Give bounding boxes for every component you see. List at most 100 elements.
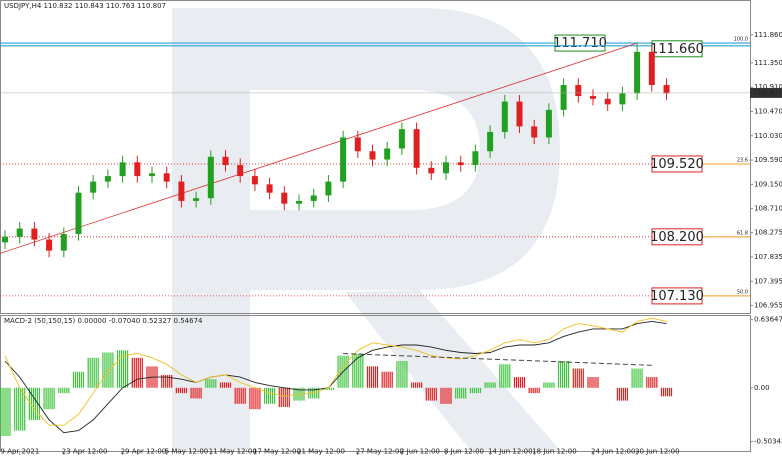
y-tick-label: 0.63647 [754, 316, 782, 324]
candle-body [560, 85, 567, 110]
candle-body [634, 51, 641, 94]
candle-body [251, 176, 258, 185]
candle-body [369, 151, 376, 160]
y-tick-label: 108.710 [754, 205, 782, 213]
fib-label: 61.8 [737, 230, 748, 236]
candle-body [604, 98, 611, 105]
x-tick-label: 11 May 12:00 [209, 448, 257, 456]
candle-body [310, 195, 317, 201]
watermark [172, 8, 560, 450]
candle-body [501, 101, 508, 132]
candle-body [457, 162, 464, 166]
x-tick-label: 19 Apr 2021 [0, 448, 39, 456]
candle-body [193, 198, 200, 201]
candle-body [207, 156, 214, 199]
last-price-box [750, 87, 782, 98]
macd-line [4, 320, 667, 434]
macd-line [4, 317, 667, 426]
candle-body [545, 109, 552, 138]
candle-body [178, 181, 185, 201]
level-label-box [651, 155, 703, 173]
candle-body [222, 156, 229, 166]
y-tick-label: 109.150 [754, 180, 782, 188]
level-label: 107.130 [650, 289, 704, 304]
y-tick-label: -0.50343 [754, 438, 782, 446]
candle-body [31, 228, 38, 240]
level-label: 108.200 [650, 230, 704, 245]
x-tick-label: 2 Jun 12:00 [400, 448, 440, 456]
x-tick-label: 18 Jun 12:00 [532, 448, 576, 456]
candle-body [428, 167, 435, 174]
candle-body [60, 234, 67, 251]
candle-body [663, 85, 670, 94]
candle-body [648, 51, 655, 86]
x-tick-label: 8 Jun 12:00 [444, 448, 484, 456]
candle-body [163, 173, 170, 182]
level-label-box [554, 34, 606, 52]
x-tick-label: 29 Apr 12:00 [121, 448, 167, 456]
y-tick-label: 107.395 [754, 277, 782, 285]
y-tick-label: 107.835 [754, 253, 782, 261]
x-tick-label: 14 Jun 12:00 [488, 448, 532, 456]
candle-body [443, 162, 449, 174]
candle-body [266, 184, 273, 193]
candle-body [516, 101, 523, 127]
candle-body [104, 176, 111, 182]
candle-body [90, 181, 97, 193]
candle-body [134, 162, 141, 177]
macd-title: MACD-2 (50,150,15) 0.00000 -0.07040 0.52… [4, 317, 203, 325]
candle-body [46, 239, 53, 251]
trendline [0, 42, 638, 254]
macd-panel [0, 315, 751, 452]
y-tick-label: 111.350 [754, 59, 782, 67]
x-tick-label: 21 May 12:00 [297, 448, 345, 456]
candle-body [149, 173, 155, 177]
x-tick-label: 23 Apr 12:00 [62, 448, 108, 456]
x-tick-label: 27 May 12:00 [356, 448, 404, 456]
candle-body [2, 236, 8, 243]
y-tick-label: 110.030 [754, 132, 782, 140]
y-tick-label: 111.860 [754, 31, 782, 39]
candle-body [340, 137, 347, 182]
candle-body [384, 148, 391, 160]
level-label: 109.520 [650, 157, 704, 172]
price-title: USDJPY,H4 110.832 110.843 110.763 110.80… [4, 2, 166, 10]
y-tick-label: 108.275 [754, 229, 782, 237]
fib-label: 23.6 [737, 157, 748, 163]
fib-label: 50.0 [737, 289, 748, 295]
y-tick-label: 106.955 [754, 302, 782, 310]
x-tick-label: 17 May 12:00 [253, 448, 301, 456]
watermark-leg [345, 290, 560, 450]
last-price-label: 110.807 [753, 89, 782, 97]
x-tick-label: 24 Jun 12:00 [591, 448, 635, 456]
candle-body [354, 137, 361, 152]
level-label: 111.660 [650, 42, 704, 57]
y-tick-label: 109.590 [754, 156, 782, 164]
candle-body [16, 228, 23, 237]
y-tick-label: 0.00 [754, 384, 770, 392]
candle-body [472, 151, 479, 166]
candle-body [575, 85, 582, 97]
level-label-box [651, 287, 703, 305]
candle-body [398, 129, 405, 149]
level-label-box [651, 228, 703, 246]
candle-body [413, 129, 420, 168]
price-panel [0, 0, 751, 314]
y-tick-label: 110.910 [754, 83, 782, 91]
divergence-line [343, 353, 652, 366]
candle-body [75, 192, 82, 235]
level-label: 111.710 [553, 36, 607, 51]
x-tick-label: 5 May 12:00 [165, 448, 209, 456]
fib-label: 100.0 [734, 37, 748, 43]
candle-body [119, 162, 126, 177]
watermark-letter [172, 8, 560, 450]
candle-body [296, 200, 302, 204]
candle-body [487, 131, 494, 152]
candle-body [619, 93, 626, 105]
candle-body [237, 165, 244, 177]
x-tick-label: 30 Jun 12:00 [635, 448, 679, 456]
candle-body [590, 96, 596, 99]
candle-body [281, 192, 288, 204]
y-tick-label: 110.470 [754, 108, 782, 116]
